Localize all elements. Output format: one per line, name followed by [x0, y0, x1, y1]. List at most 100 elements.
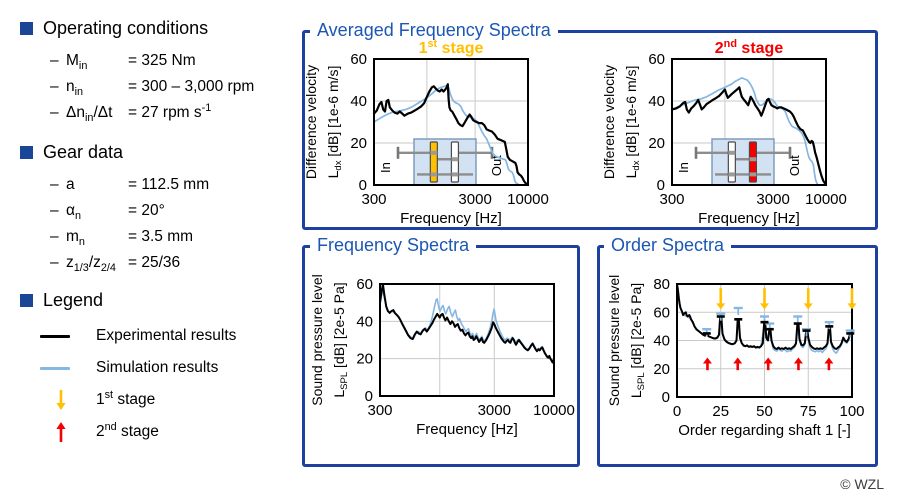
svg-text:20: 20 — [648, 135, 665, 152]
parameter-row: – mn = 3.5 mm — [50, 224, 298, 250]
svg-text:LSPL [dB] [2e-5 Pa]: LSPL [dB] [2e-5 Pa] — [331, 282, 350, 397]
dash: – — [50, 78, 59, 95]
panel-title-frequency-spectra: Frequency Spectra — [310, 234, 477, 256]
dash: – — [50, 254, 59, 271]
svg-text:40: 40 — [653, 333, 670, 350]
svg-text:20: 20 — [356, 351, 373, 368]
legend-label: 2nd stage — [96, 420, 159, 440]
parameter-symbol: z1/3/z2/4 — [66, 254, 116, 275]
svg-text:Sound pressure level: Sound pressure level — [606, 275, 622, 407]
parameter-row: – nin = 300 – 3,000 rpm — [50, 74, 298, 100]
panel-title-averaged-frequency-spectra: Averaged Frequency Spectra — [310, 19, 558, 41]
arrow-up-icon — [40, 420, 96, 444]
bullet-square-icon — [20, 293, 33, 307]
legend-label: 1st stage — [96, 388, 156, 408]
svg-text:300: 300 — [367, 402, 392, 419]
panel-order-spectra — [597, 245, 878, 467]
legend-row-stage1: 1st stage — [40, 384, 298, 416]
legend-label: Experimental results — [96, 327, 237, 344]
arrow-down-icon — [40, 388, 96, 412]
simulation-line-icon — [40, 366, 96, 370]
parameter-symbol: mn — [66, 228, 85, 249]
svg-text:20: 20 — [653, 361, 670, 378]
svg-text:In: In — [676, 162, 691, 173]
parameter-value: = 27 rpm s-1 — [128, 101, 212, 121]
svg-text:40: 40 — [648, 93, 665, 110]
chart-order-spectra: 0 20 40 60 80 0 25 50 75 100 Order regarding shaft… — [606, 275, 865, 439]
chart-frequency-spectra: 0 20 40 60 300 3000 10000 Frequency [Hz] Sound p… — [309, 274, 575, 438]
parameter-value: = 3.5 mm — [128, 228, 194, 245]
legend-label: Simulation results — [96, 359, 219, 376]
svg-text:300: 300 — [659, 191, 684, 208]
parameter-row: – Min = 325 Nm — [50, 48, 298, 74]
parameter-row: – αn = 20° — [50, 198, 298, 224]
svg-text:10000: 10000 — [805, 191, 847, 208]
svg-text:80: 80 — [653, 276, 670, 293]
svg-text:0: 0 — [365, 388, 373, 405]
chart-averaged-spectrum-stage1: In Out 0 20 40 60 300 3000 10000 Frequency [Hz] Di… — [303, 38, 549, 227]
svg-text:1st stage: 1st stage — [419, 38, 484, 57]
section-title-gear-data: Gear data — [20, 140, 298, 164]
svg-text:0: 0 — [662, 389, 670, 406]
parameter-symbol: αn — [66, 202, 81, 223]
svg-text:3000: 3000 — [478, 402, 511, 419]
parameter-symbol: a — [66, 176, 75, 193]
svg-text:In: In — [378, 162, 393, 173]
svg-text:Frequency [Hz]: Frequency [Hz] — [400, 210, 502, 227]
section-title-legend: Legend — [20, 288, 298, 312]
svg-text:Difference velocity: Difference velocity — [601, 65, 617, 179]
svg-text:60: 60 — [648, 51, 665, 68]
svg-text:10000: 10000 — [533, 402, 575, 419]
svg-text:60: 60 — [356, 276, 373, 293]
legend-row-experimental: Experimental results — [40, 320, 298, 352]
svg-text:Frequency [Hz]: Frequency [Hz] — [698, 210, 800, 227]
svg-text:LSPL [dB] [2e-5 Pa]: LSPL [dB] [2e-5 Pa] — [628, 283, 647, 398]
parameter-value: = 25/36 — [128, 254, 181, 271]
svg-text:0: 0 — [673, 403, 681, 420]
dash: – — [50, 176, 59, 193]
dash: – — [50, 202, 59, 219]
svg-text:Sound pressure level: Sound pressure level — [309, 274, 325, 406]
svg-text:60: 60 — [350, 51, 367, 68]
svg-text:3000: 3000 — [458, 191, 491, 208]
section-title-text: Legend — [43, 290, 104, 310]
parameter-symbol: Δnin/Δt — [66, 104, 113, 125]
svg-text:100: 100 — [839, 403, 864, 420]
svg-text:60: 60 — [653, 304, 670, 321]
parameter-row: – Δnin/Δt = 27 rpm s-1 — [50, 100, 298, 126]
legend-row-stage2: 2nd stage — [40, 416, 298, 448]
section-title-text: Gear data — [43, 142, 124, 162]
svg-text:2nd stage: 2nd stage — [715, 38, 784, 57]
parameter-row: – a = 112.5 mm — [50, 172, 298, 198]
dash: – — [50, 228, 59, 245]
svg-text:40: 40 — [356, 313, 373, 330]
parameter-value: = 300 – 3,000 rpm — [128, 78, 255, 95]
parameter-symbol: Min — [66, 52, 88, 73]
dash: – — [50, 52, 59, 69]
svg-text:Out: Out — [787, 155, 802, 176]
experimental-line-icon — [40, 334, 96, 338]
parameter-value: = 112.5 mm — [128, 176, 210, 193]
copyright: © WZL — [840, 476, 884, 492]
svg-text:40: 40 — [350, 93, 367, 110]
svg-text:0: 0 — [657, 177, 665, 194]
bullet-square-icon — [20, 145, 33, 159]
section-title-text: Operating conditions — [43, 18, 209, 38]
left-info-panel: Operating conditions – Min = 325 Nm – ni… — [20, 16, 298, 448]
svg-text:3000: 3000 — [756, 191, 789, 208]
dash: – — [50, 104, 59, 121]
parameter-row: – z1/3/z2/4 = 25/36 — [50, 250, 298, 276]
svg-text:0: 0 — [359, 177, 367, 194]
svg-text:Out: Out — [489, 155, 504, 176]
svg-text:Difference velocity: Difference velocity — [303, 65, 319, 179]
svg-text:25: 25 — [712, 403, 729, 420]
chart-averaged-spectrum-stage2: In Out 0 20 40 60 300 3000 10000 Frequency [Hz] Di… — [601, 38, 847, 227]
svg-text:50: 50 — [756, 403, 773, 420]
svg-text:75: 75 — [800, 403, 817, 420]
parameter-symbol: nin — [66, 78, 84, 99]
svg-text:10000: 10000 — [507, 191, 549, 208]
svg-text:20: 20 — [350, 135, 367, 152]
svg-text:Frequency [Hz]: Frequency [Hz] — [416, 421, 518, 438]
svg-text:300: 300 — [361, 191, 386, 208]
